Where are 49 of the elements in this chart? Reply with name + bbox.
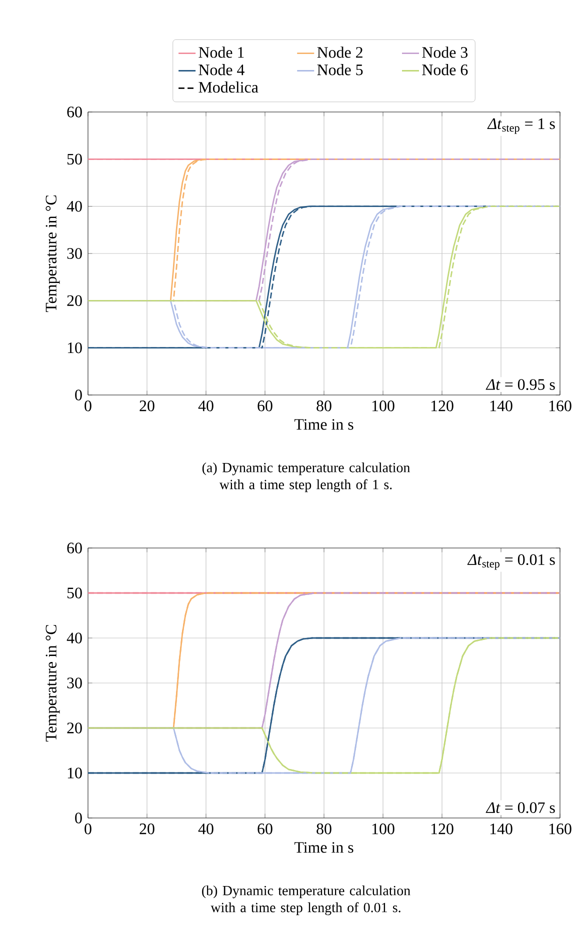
y-tick-label: 60 (67, 542, 82, 554)
y-tick-label: 30 (67, 248, 82, 259)
y-tick-label: 20 (67, 722, 82, 734)
annotation: Δt$_{step}$ = 1 s (487, 118, 555, 134)
y-tick-label: 50 (67, 588, 82, 598)
y-tick-label: 20 (67, 295, 82, 306)
legend-label: Node 6 (422, 64, 468, 76)
annotation: Δt$_{step}$ = 0.01 s (467, 554, 555, 570)
x-tick-label: 120 (431, 400, 454, 412)
y-tick-label: 50 (67, 154, 82, 165)
x-axis-title: Time in s (294, 419, 354, 430)
x-tick-label: 140 (490, 824, 512, 834)
x-tick-label: 40 (198, 824, 214, 834)
y-axis-title: Temperature in °C (46, 196, 60, 312)
y-tick-label: 40 (66, 632, 82, 644)
legend-label: Node 3 (422, 46, 468, 58)
x-tick-label: 20 (140, 824, 154, 834)
x-axis-title: Time in s (294, 842, 354, 853)
y-tick-label: 10 (68, 768, 82, 778)
x-tick-label: 0 (84, 824, 92, 834)
annotation: Δt = 0.07 s (486, 802, 555, 814)
legend-label: Node 1 (198, 46, 244, 58)
x-tick-label: 20 (140, 400, 154, 412)
y-tick-label: 60 (67, 106, 82, 118)
x-tick-label: 100 (372, 400, 394, 412)
x-tick-label: 160 (549, 824, 572, 834)
y-tick-label: 10 (68, 342, 82, 354)
x-tick-label: 40 (198, 400, 214, 412)
x-tick-label: 140 (490, 400, 512, 412)
y-tick-label: 30 (67, 678, 82, 688)
x-tick-label: 80 (316, 400, 332, 412)
legend-label: Node 2 (317, 46, 362, 58)
x-tick-label: 160 (549, 400, 572, 412)
x-tick-label: 60 (258, 400, 272, 412)
x-tick-label: 120 (431, 824, 454, 834)
x-tick-label: 80 (316, 824, 332, 834)
text: (b) Dynamic temperature calculation with a time step length of 0.01 s. (202, 885, 410, 916)
x-tick-label: 60 (258, 824, 272, 834)
annotation: Δt = 0.95 s (486, 379, 555, 390)
x-tick-label: 100 (372, 824, 394, 834)
y-tick-label: 40 (66, 200, 82, 212)
legend-label: Modelica (198, 81, 258, 93)
legend-label: Node 4 (198, 64, 244, 76)
x-tick-label: 0 (84, 400, 92, 412)
legend-label: Node 5 (317, 64, 363, 76)
y-axis-title: Temperature in °C (46, 625, 60, 742)
y-tick-label: 0 (75, 812, 82, 824)
y-tick-label: 0 (75, 390, 82, 400)
text: (a) Dynamic temperature calculation with a time step length of 1 s. (202, 462, 410, 492)
